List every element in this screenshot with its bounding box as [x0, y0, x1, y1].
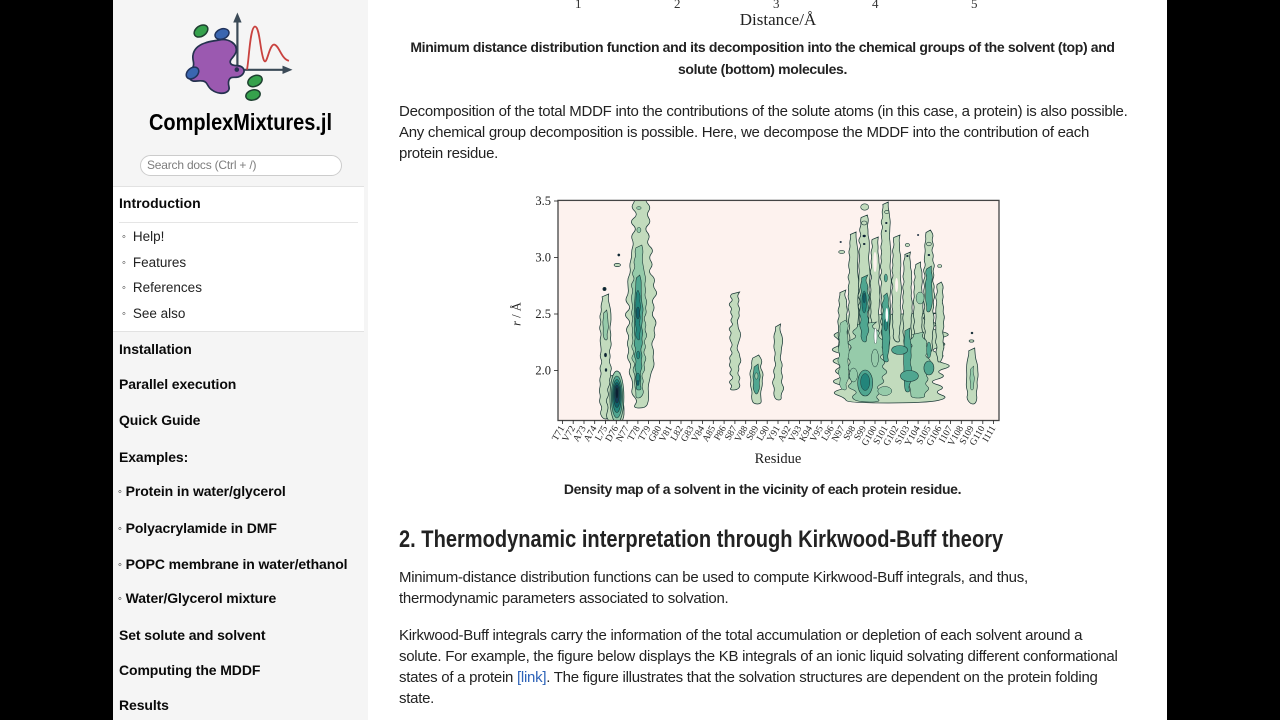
svg-text:Residue: Residue — [755, 451, 802, 467]
svg-text:3.0: 3.0 — [535, 251, 551, 265]
svg-text:I111: I111 — [980, 424, 998, 444]
svg-text:2.5: 2.5 — [535, 307, 551, 321]
svg-text:2.0: 2.0 — [535, 363, 551, 377]
svg-text:3.5: 3.5 — [535, 194, 551, 208]
svg-text:r / Å: r / Å — [510, 302, 524, 326]
